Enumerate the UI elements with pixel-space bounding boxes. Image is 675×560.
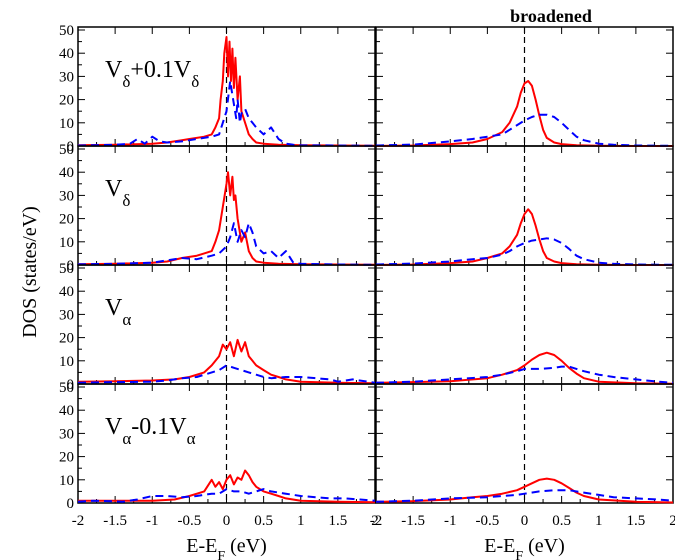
y-tick-label: 10: [59, 235, 74, 251]
y-tick-label: 20: [59, 450, 74, 466]
series-red-solid: [78, 469, 376, 504]
y-tick-label: 20: [59, 93, 74, 109]
x-tick-label: 1.5: [627, 513, 646, 529]
x-tick-label: 0: [521, 513, 529, 529]
y-axis-title: DOS (states/eV): [19, 206, 41, 338]
y-tick-label: 30: [59, 426, 74, 442]
y-tick-label: 0: [67, 258, 75, 274]
panel-r1-c0: 0 10 20 30 40 50 Vδ: [59, 142, 376, 274]
x-tick-label: 1: [297, 513, 305, 529]
x-tick-label: -1.5: [401, 513, 425, 529]
panel-r2-c1: [375, 264, 674, 385]
series-blue-dashed: [375, 489, 674, 503]
series-blue-dashed: [375, 113, 674, 147]
x-axis-titles: -2 -1.5 -1 -0.5 0 0.5 1 1.5 2 E-EF (eV) -2 -1.5 -1 -0…: [72, 513, 675, 560]
x-tick-label: 0.5: [254, 513, 273, 529]
x-tick-label: -2: [370, 513, 383, 529]
panel-r0-c0: 0 10 20 30 40 50 Vδ+0.1Vδ: [59, 23, 376, 155]
x-tick-label: 0: [223, 513, 231, 529]
x-tick-label: -1.5: [103, 513, 127, 529]
series-blue-dashed: [77, 364, 376, 384]
y-tick-label: 10: [59, 354, 74, 370]
series-blue-dashed: [77, 222, 376, 266]
y-tick-label: 40: [59, 165, 74, 181]
series-red-solid: [375, 351, 674, 385]
row-label: Vδ+0.1Vδ: [105, 57, 199, 91]
series-red-solid: [77, 171, 376, 266]
panel-r3-c0: 0 10 20 30 40 50 Vα-0.1Vα: [59, 380, 376, 512]
y-tick-label: 20: [59, 212, 74, 228]
x-tick-label: 1: [595, 513, 603, 529]
series-blue-dashed: [375, 365, 674, 384]
series-red-solid: [375, 80, 673, 147]
y-tick-label: 30: [59, 307, 74, 323]
series-blue-dashed: [77, 80, 376, 147]
x-tick-label: -1: [146, 513, 159, 529]
y-tick-label: 0: [67, 139, 75, 155]
y-tick-label: 40: [59, 46, 74, 62]
x-tick-label: -0.5: [476, 513, 500, 529]
y-tick-label: 50: [59, 261, 74, 277]
x-tick-label: -2: [72, 513, 85, 529]
x-tick-label: 2: [371, 513, 379, 529]
x-axis-title: E-EF (eV): [484, 535, 565, 560]
series-red-solid: [77, 36, 376, 147]
row-label: Vα-0.1Vα: [105, 414, 196, 448]
y-tick-label: 10: [59, 116, 74, 132]
series-red-solid: [375, 208, 673, 266]
panel-grid: 0 10 20 30 40 50 Vδ+0.1Vδ 0 10 20 30 40 50 Vδ 0 10 20 30 4…: [59, 23, 674, 512]
y-tick-label: 30: [59, 69, 74, 85]
x-tick-label: 2: [669, 513, 675, 529]
y-tick-label: 50: [59, 23, 74, 39]
y-tick-label: 0: [67, 377, 75, 393]
y-tick-label: 20: [59, 331, 74, 347]
panel-r3-c1: [375, 383, 674, 504]
y-tick-label: 0: [67, 496, 75, 512]
x-axis-title: E-EF (eV): [186, 535, 267, 560]
y-tick-label: 50: [59, 380, 74, 396]
y-tick-label: 10: [59, 473, 74, 489]
series-blue-dashed: [375, 237, 674, 266]
y-tick-label: 40: [59, 403, 74, 419]
y-tick-label: 40: [59, 284, 74, 300]
x-tick-label: -0.5: [178, 513, 202, 529]
panel-r1-c1: [375, 145, 674, 266]
y-tick-label: 50: [59, 142, 74, 158]
figure-title: broadened: [510, 6, 592, 26]
x-tick-label: 1.5: [329, 513, 348, 529]
panel-r0-c1: [375, 26, 674, 147]
series-blue-dashed: [77, 488, 376, 503]
panel-r2-c0: 0 10 20 30 40 50 Vα: [59, 261, 376, 393]
x-tick-label: 0.5: [552, 513, 571, 529]
row-label: Vα: [105, 295, 131, 329]
x-tick-label: -1: [444, 513, 457, 529]
y-tick-label: 30: [59, 188, 74, 204]
row-label: Vδ: [105, 176, 130, 210]
